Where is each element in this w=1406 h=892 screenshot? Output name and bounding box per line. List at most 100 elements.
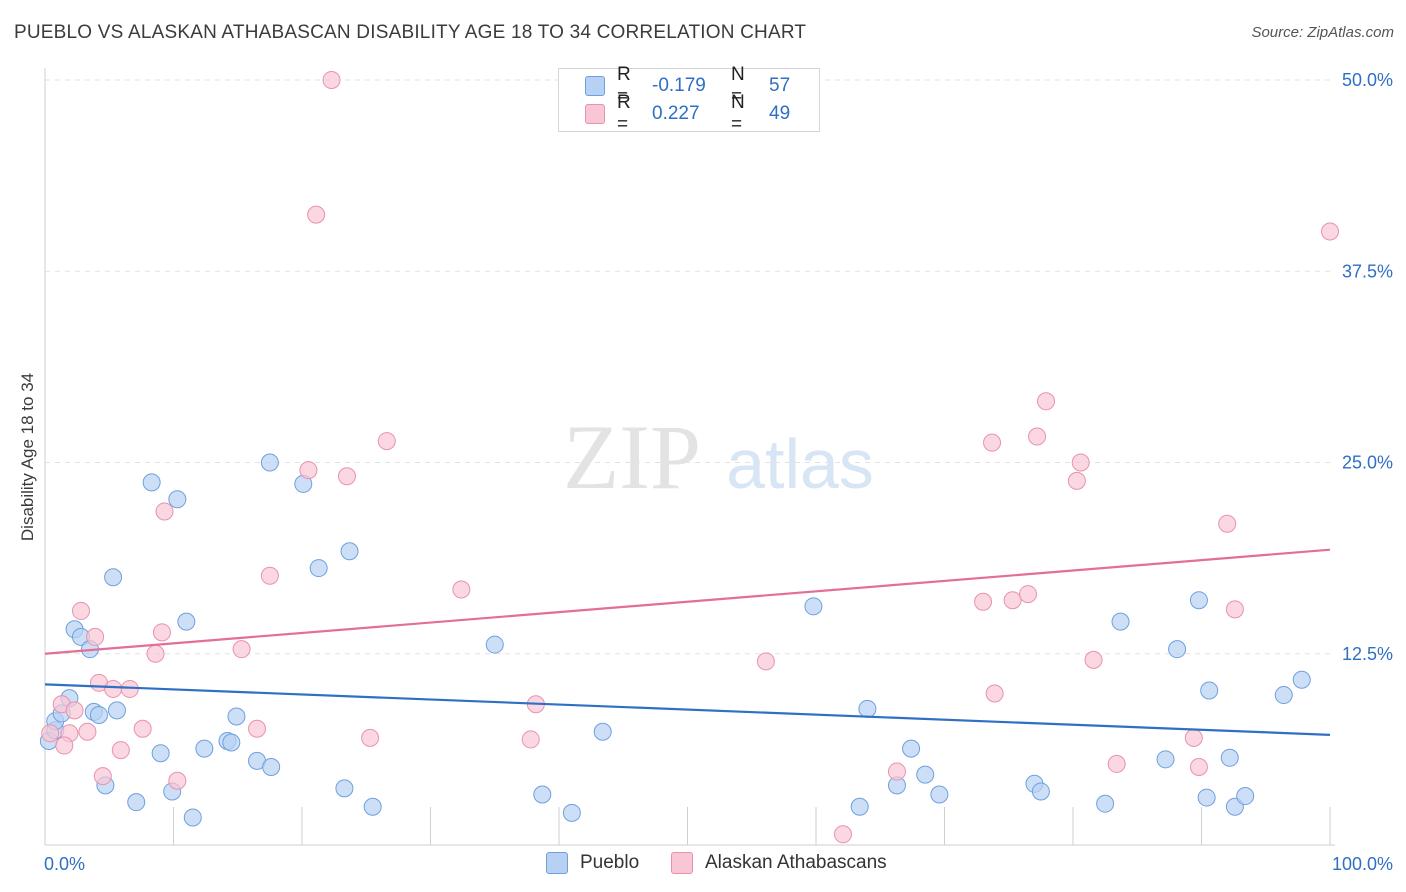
alaskan-point (232, 640, 251, 659)
r-value: -0.179 (652, 75, 706, 96)
pueblo-point (340, 542, 359, 561)
alaskan-point (361, 728, 380, 747)
pueblo-point (1031, 782, 1050, 801)
alaskan-point (974, 592, 993, 611)
pueblo-point (1220, 748, 1239, 767)
pueblo-point (227, 707, 246, 726)
alaskan-point (307, 205, 326, 224)
alaskan-point (887, 762, 906, 781)
alaskan-point (1071, 453, 1090, 472)
pueblo-point (1236, 787, 1255, 806)
pueblo-point (222, 733, 241, 752)
pueblo-point (1189, 591, 1208, 610)
pueblo-series (39, 453, 1311, 827)
alaskan-point (1225, 600, 1244, 619)
chart-legend: Pueblo Alaskan Athabascans (0, 852, 1406, 878)
pueblo-point (1274, 686, 1293, 705)
legend-swatch-alaskan (671, 852, 693, 874)
watermark-atlas: atlas (726, 425, 874, 503)
grid-lines (45, 79, 1330, 655)
alaskan-point (152, 623, 171, 642)
pueblo-point (902, 739, 921, 758)
alaskan-point (65, 701, 84, 720)
alaskan-point (168, 771, 187, 790)
alaskan-point (1003, 591, 1022, 610)
pueblo-point (168, 490, 187, 509)
alaskan-trend-line (44, 548, 1331, 655)
alaskan-point (452, 580, 471, 599)
pueblo-point (850, 797, 869, 816)
pueblo-point (804, 597, 823, 616)
legend-label-pueblo: Pueblo (580, 852, 640, 873)
alaskan-point (155, 502, 174, 521)
alaskan-point (756, 652, 775, 671)
alaskan-point (1218, 514, 1237, 533)
pueblo-point (1156, 750, 1175, 769)
alaskan-point (1184, 728, 1203, 747)
pueblo-point (195, 739, 214, 758)
alaskan-point (833, 825, 852, 844)
alaskan-point (983, 433, 1002, 452)
alaskan-point (260, 566, 279, 585)
alaskan-point (41, 724, 60, 743)
pueblo-point (1197, 788, 1216, 807)
watermark: ZIP atlas (563, 406, 874, 508)
pueblo-point (89, 705, 108, 724)
pueblo-trend-line (44, 683, 1331, 736)
pueblo-point (533, 785, 552, 804)
pueblo-point (1096, 794, 1115, 813)
pueblo-point (363, 797, 382, 816)
pueblo-point (151, 744, 170, 763)
axes (44, 68, 1335, 846)
alaskan-point (1028, 427, 1047, 446)
alaskan-point (322, 71, 341, 89)
alaskan-point (985, 684, 1004, 703)
legend-item-pueblo[interactable]: Pueblo (546, 852, 639, 874)
n-label: N = (731, 92, 745, 135)
legend-swatch-pueblo (546, 852, 568, 874)
alaskan-point (1321, 222, 1339, 241)
correlation-stats-box: R = -0.179 N = 57 R = 0.227 N = 49 (558, 64, 820, 135)
source-label: Source: ZipAtlas.com (1251, 24, 1394, 41)
alaskan-point (377, 432, 396, 451)
alaskan-point (55, 736, 74, 755)
alaskan-point (71, 601, 90, 620)
alaskan-point (104, 679, 123, 698)
pueblo-point (916, 765, 935, 784)
pueblo-point (335, 779, 354, 798)
alaskan-point (1107, 754, 1126, 773)
alaskan-point (299, 461, 318, 480)
pueblo-point (930, 785, 949, 804)
n-label: N = (731, 64, 745, 107)
pueblo-point (107, 701, 126, 720)
r-label: R = (617, 92, 631, 135)
pueblo-point (1292, 670, 1311, 689)
alaskan-point (248, 719, 267, 738)
alaskan-point (1084, 650, 1103, 669)
pueblo-point (177, 612, 196, 631)
y-tick-label: 37.5% (1342, 261, 1393, 281)
y-tick-label: 50.0% (1342, 70, 1393, 90)
alaskan-point (86, 627, 105, 646)
alaskan-point (521, 730, 540, 749)
pueblo-point (260, 453, 279, 472)
pueblo-point (183, 808, 202, 827)
pueblo-point (104, 568, 123, 587)
pueblo-point (142, 473, 161, 492)
pueblo-point (127, 793, 146, 812)
pueblo-swatch (585, 76, 605, 96)
alaskan-point (1067, 471, 1086, 490)
r-value: 0.227 (652, 103, 700, 124)
pueblo-point (1200, 681, 1219, 700)
alaskan-swatch (585, 104, 605, 124)
alaskan-point (111, 741, 130, 760)
watermark-zip: ZIP (563, 406, 701, 508)
tick-labels: 12.5% 25.0% 37.5% 50.0% 0.0% 100.0% (44, 70, 1393, 874)
alaskan-point (1189, 757, 1208, 776)
legend-item-alaskan[interactable]: Alaskan Athabascans (671, 852, 887, 874)
alaskan-point (78, 722, 97, 741)
alaskan-point (1037, 392, 1056, 411)
pueblo-point (262, 757, 281, 776)
y-tick-label: 25.0% (1342, 453, 1393, 473)
